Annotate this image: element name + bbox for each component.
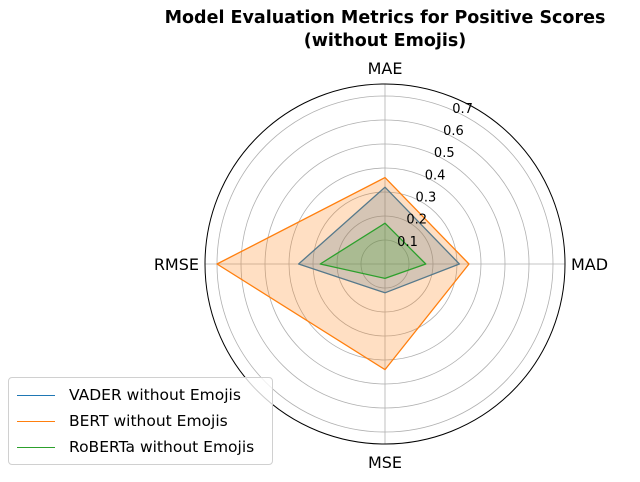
axis-label: RMSE — [154, 255, 199, 274]
radial-tick-label: 0.6 — [443, 124, 464, 139]
radar-series — [216, 176, 470, 371]
axis-label: MAE — [368, 59, 403, 78]
radial-tick-label: 0.3 — [416, 190, 437, 205]
legend-item: BERT without Emojis — [17, 408, 264, 434]
radar-grid — [204, 83, 566, 445]
legend-swatch — [17, 394, 55, 396]
radial-tick-label: 0.1 — [397, 235, 418, 250]
radial-tick-label: 0.4 — [425, 168, 446, 183]
legend-label: RoBERTa without Emojis — [69, 438, 255, 456]
radial-tick-label: 0.7 — [452, 102, 473, 117]
axis-label: MSE — [368, 453, 402, 472]
series-polygon — [319, 222, 427, 280]
radial-tick-label: 0.2 — [406, 213, 427, 228]
legend-swatch — [17, 420, 55, 422]
chart-title-line-1: Model Evaluation Metrics for Positive Sc… — [164, 8, 606, 28]
radial-tick-label: 0.5 — [434, 146, 455, 161]
axis-label: MAD — [571, 255, 608, 274]
legend-swatch — [17, 446, 55, 448]
radar-frame — [204, 83, 566, 445]
radar-labels: 0.1 0.2 0.3 0.4 0.5 0.6 0.7 MAE MAD MSE RMSE — [154, 59, 608, 472]
chart-title-line-2: (without Emojis) — [303, 31, 467, 51]
legend: VADER without Emojis BERT without Emojis… — [8, 377, 273, 465]
legend-label: BERT without Emojis — [69, 412, 228, 430]
legend-item: VADER without Emojis — [17, 382, 264, 408]
legend-item: RoBERTa without Emojis — [17, 434, 264, 460]
series-polygon — [216, 176, 470, 371]
legend-label: VADER without Emojis — [69, 386, 241, 404]
